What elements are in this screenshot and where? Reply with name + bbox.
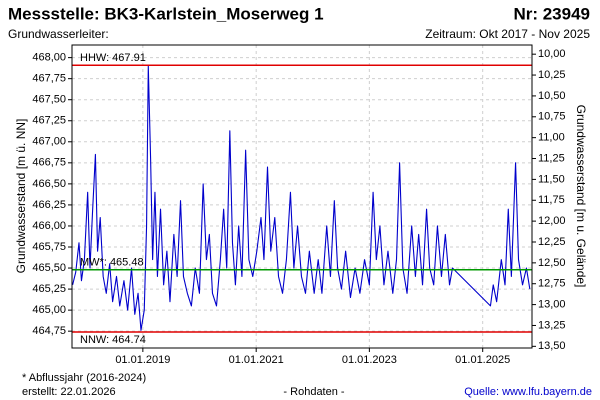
y-tick-label: 466,25 [32, 199, 66, 211]
x-tick-label: 01.01.2025 [455, 354, 510, 366]
y2-tick-label: 12,75 [538, 278, 566, 290]
y2-tick-label: 12,00 [538, 215, 566, 227]
y-tick-label: 467,75 [32, 73, 66, 85]
y-tick-label: 466,75 [32, 157, 66, 169]
station-number: Nr: 23949 [513, 4, 590, 23]
y2-tick-label: 11,25 [538, 152, 565, 164]
y2-tick-label: 11,50 [538, 173, 565, 185]
y-tick-label: 465,25 [32, 283, 66, 295]
source: Quelle: www.lfu.bayern.de [464, 386, 592, 398]
chart-title: Messstelle: BK3-Karlstein_Moserweg 1 [8, 4, 324, 23]
x-tick-label: 01.01.2021 [229, 354, 284, 366]
y-tick-label: 465,75 [32, 241, 66, 253]
y-tick-label: 467,50 [32, 94, 66, 106]
y2-tick-label: 13,50 [538, 340, 566, 352]
reference-label: HHW: 467.91 [80, 52, 146, 64]
x-tick-label: 01.01.2023 [342, 354, 397, 366]
y2-tick-label: 10,75 [538, 111, 566, 123]
y-tick-label: 466,50 [32, 178, 66, 190]
x-tick-label: 01.01.2019 [115, 354, 170, 366]
y2-tick-label: 10,00 [538, 48, 566, 60]
y-tick-label: 466,00 [32, 220, 66, 232]
y2-tick-label: 10,25 [538, 69, 566, 81]
y2-tick-label: 11,75 [538, 194, 565, 206]
y2-tick-label: 11,00 [538, 132, 565, 144]
y2-axis-label: Grundwasserstand [m u. Gelände] [574, 105, 588, 288]
y2-tick-label: 13,00 [538, 299, 566, 311]
y-tick-label: 464,75 [32, 325, 66, 337]
y-tick-label: 465,50 [32, 262, 66, 274]
created-date: erstellt: 22.01.2026 [22, 386, 116, 398]
reference-label: NNW: 464.74 [80, 334, 146, 346]
plot-frame [71, 44, 533, 349]
period: Zeitraum: Okt 2017 - Nov 2025 [425, 27, 590, 41]
y-tick-label: 467,00 [32, 136, 66, 148]
reference-label: MW*: 465.48 [80, 257, 144, 269]
footnote: * Abflussjahr (2016-2024) [22, 372, 146, 384]
subtitle: Grundwasserleiter: [8, 27, 109, 41]
y-axis-label: Grundwasserstand [m ü. NN] [14, 119, 28, 274]
y2-tick-label: 10,50 [538, 90, 566, 102]
data-note: - Rohdaten - [283, 386, 344, 398]
y2-tick-label: 13,25 [538, 319, 566, 331]
water-level-line [72, 65, 531, 331]
y-tick-label: 467,25 [32, 115, 66, 127]
y-tick-label: 468,00 [32, 52, 66, 64]
y2-tick-label: 12,50 [538, 257, 566, 269]
y2-tick-label: 12,25 [538, 236, 566, 248]
y-tick-label: 465,00 [32, 304, 66, 316]
